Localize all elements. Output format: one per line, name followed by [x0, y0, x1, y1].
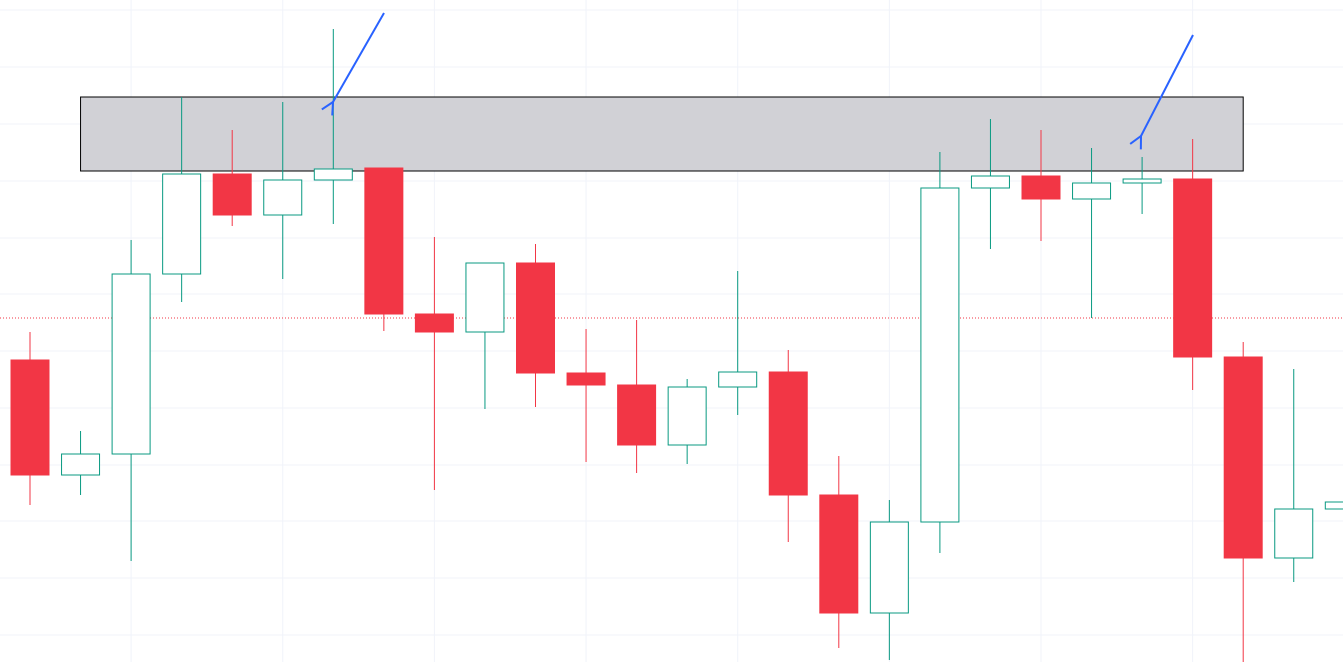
- candle: [1173, 139, 1213, 390]
- candle-body: [516, 262, 555, 374]
- candle: [516, 244, 555, 407]
- candle: [1324, 501, 1343, 510]
- candle-body: [61, 453, 101, 476]
- candle: [869, 500, 909, 660]
- candle-body: [920, 187, 960, 523]
- candle: [1274, 369, 1314, 582]
- candle: [162, 97, 202, 302]
- candle-body: [111, 273, 151, 455]
- candle: [364, 167, 404, 331]
- candle-body: [1021, 175, 1061, 200]
- candle-body: [869, 521, 909, 614]
- resistance-zone: [80, 96, 1244, 172]
- candle: [465, 262, 505, 409]
- candle: [566, 329, 606, 462]
- candle: [313, 29, 353, 224]
- candle-body: [566, 372, 606, 386]
- candle-body: [768, 371, 808, 496]
- candle: [1122, 157, 1162, 214]
- candle-body: [263, 179, 303, 216]
- candle-body: [212, 173, 252, 216]
- candle-body: [1122, 178, 1162, 184]
- candle-body: [1324, 501, 1343, 510]
- candle-body: [667, 386, 707, 446]
- candle-body: [364, 167, 404, 315]
- arrow: [1141, 34, 1194, 136]
- candle: [617, 320, 657, 473]
- candle-body: [718, 371, 758, 388]
- candle: [212, 130, 252, 226]
- candle: [768, 350, 808, 542]
- candle: [970, 119, 1010, 249]
- candle: [819, 456, 859, 648]
- candle: [920, 152, 960, 553]
- candle-body: [1072, 182, 1112, 200]
- candle-body: [1173, 178, 1213, 358]
- candle: [263, 102, 303, 279]
- candle-body: [10, 359, 50, 476]
- candle: [414, 237, 454, 490]
- candle: [1072, 148, 1112, 318]
- candle-body: [1274, 508, 1314, 559]
- arrow: [333, 12, 385, 102]
- candle-body: [313, 168, 353, 181]
- candle-body: [617, 384, 657, 446]
- candle: [10, 332, 50, 505]
- candle: [111, 240, 151, 561]
- zone-layer: [0, 96, 1343, 319]
- candle-body: [819, 494, 859, 614]
- candle-body: [465, 262, 505, 333]
- candle: [61, 431, 101, 495]
- candle-body: [970, 175, 1010, 189]
- candle: [718, 271, 758, 415]
- candle: [667, 379, 707, 464]
- candle: [1021, 130, 1061, 241]
- candle-body: [1223, 356, 1263, 559]
- candle-body: [414, 313, 454, 333]
- candles: [10, 29, 1343, 662]
- candle: [1223, 342, 1263, 662]
- candle-body: [162, 173, 202, 275]
